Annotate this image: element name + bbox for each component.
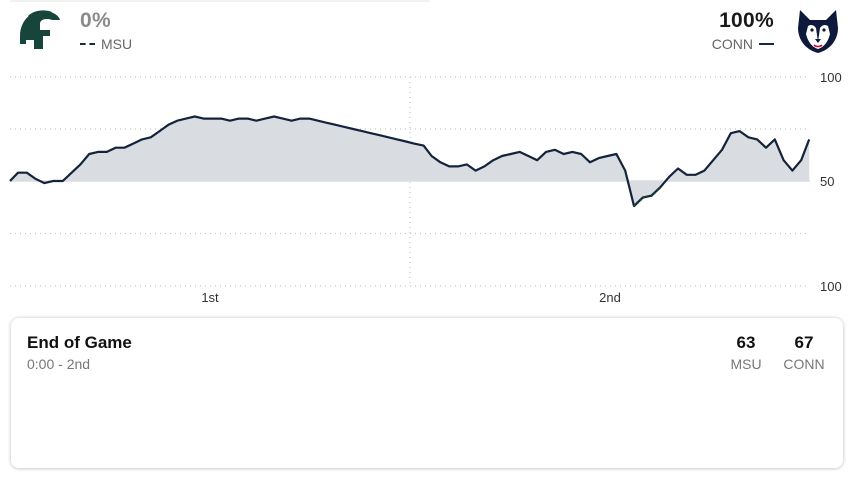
msu-legend-label: MSU — [101, 36, 133, 52]
spartan-helmet-icon — [20, 10, 60, 49]
husky-head-icon — [798, 10, 838, 53]
game-status-card: End of Game 0:00 - 2nd 63 MSU 67 CONN — [11, 318, 843, 468]
conn-legend-label: CONN — [711, 36, 753, 52]
msu-win-probability: 0% — [80, 9, 111, 32]
conn-score-label: CONN — [783, 356, 825, 372]
conn-legend: CONN — [712, 36, 774, 52]
chart-spike-dotted-line — [633, 186, 662, 207]
game-status: End of Game — [27, 333, 132, 352]
solid-line-swatch — [759, 43, 774, 45]
x-tick-2nd: 2nd — [599, 290, 621, 305]
x-tick-1st: 1st — [201, 290, 219, 305]
y-tick-top: 100 — [820, 70, 842, 85]
y-tick-bottom: 100 — [820, 279, 842, 294]
game-clock: 0:00 - 2nd — [27, 356, 91, 372]
conn-win-probability: 100% — [719, 9, 774, 32]
msu-score: 63 — [736, 333, 756, 352]
msu-legend: MSU — [80, 36, 132, 52]
y-tick-middle: 50 — [820, 174, 835, 189]
msu-score-label: MSU — [730, 356, 762, 372]
chart-grid — [10, 76, 810, 287]
win-probability-chart: 1st 2nd — [9, 76, 811, 305]
chart-series-line — [9, 115, 811, 208]
chart-area-fill — [10, 116, 810, 206]
conn-score: 67 — [794, 333, 814, 352]
dashed-line-swatch — [80, 43, 95, 45]
top-divider — [10, 0, 430, 2]
